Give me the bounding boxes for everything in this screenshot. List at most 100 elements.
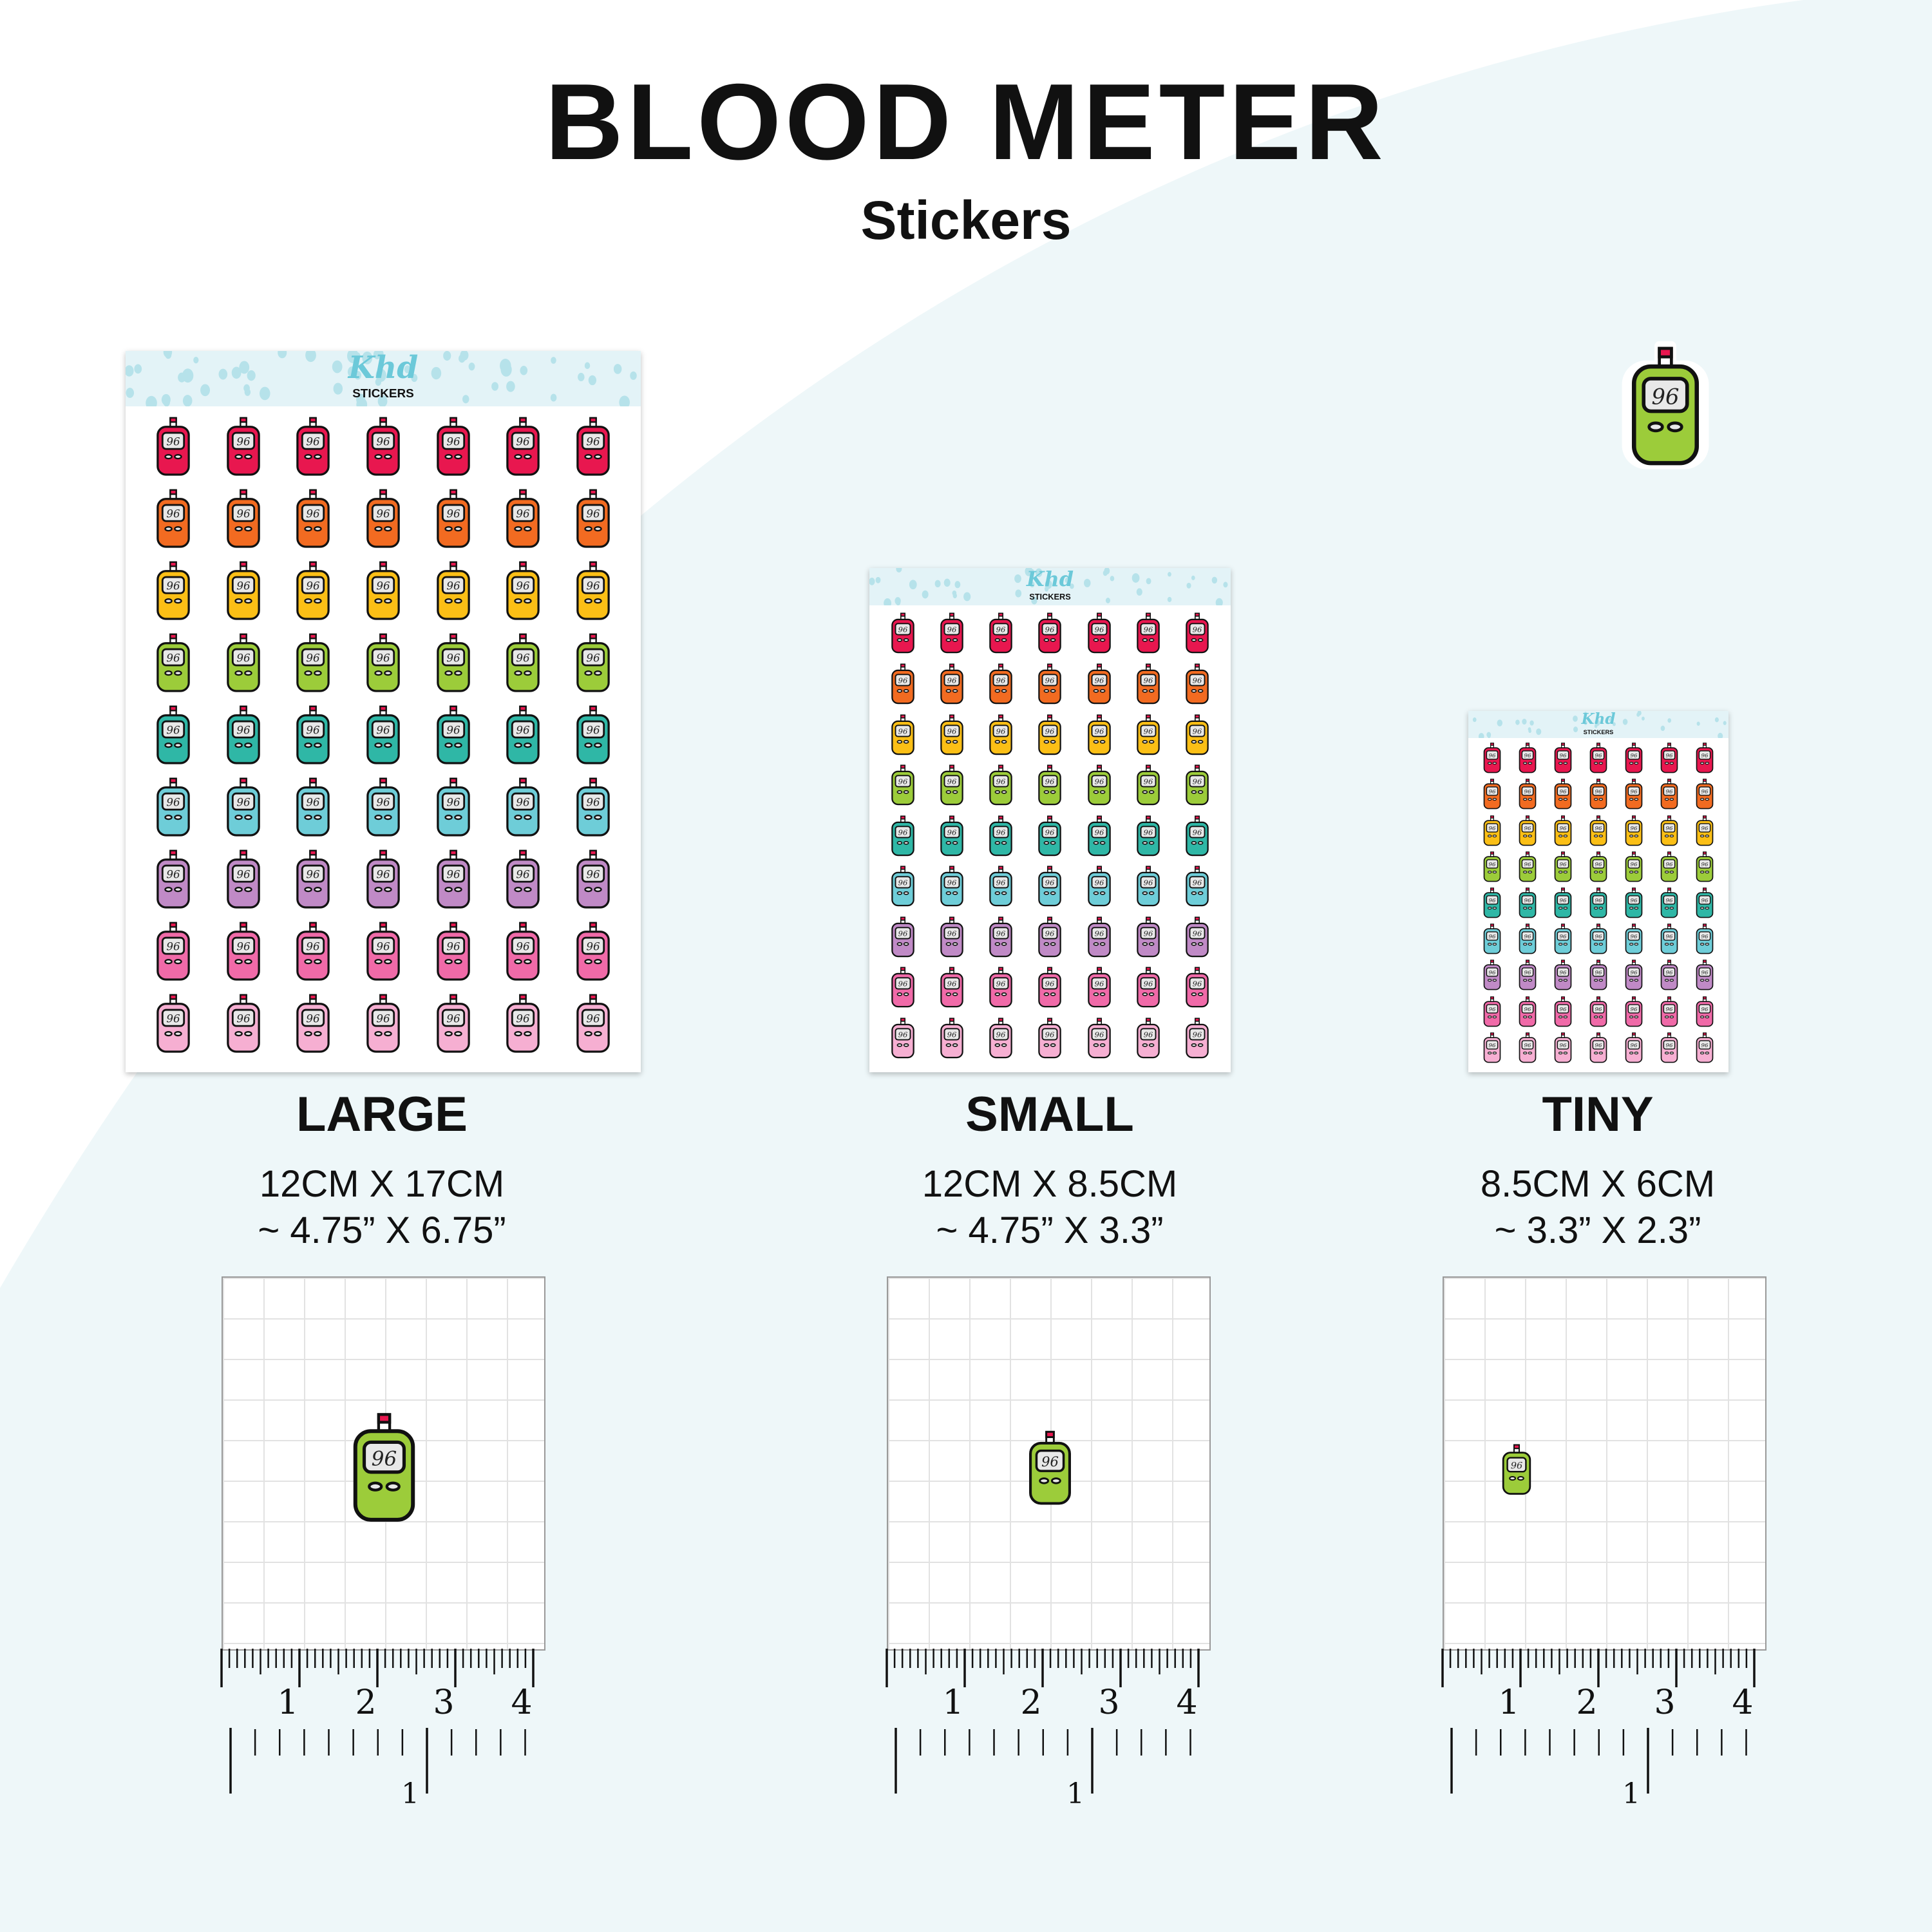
meter-reading: 96 [1560,934,1567,940]
blood-meter-icon: 96 [1038,916,1062,957]
sticker-item: 96 [225,922,262,981]
blood-meter-icon: 96 [1519,996,1537,1027]
sticker-item: 96 [574,417,612,477]
meter-reading: 96 [307,579,321,592]
meter-reading: 96 [516,723,531,736]
blood-meter-icon: 96 [576,489,610,548]
size-metric-tiny: 8.5CM X 6CM [1480,1163,1716,1205]
sticker-item: 96 [294,777,332,837]
ruler-large: 1 2 3 4 1 [220,1649,535,1803]
sticker-item: 96 [1482,779,1502,810]
blood-meter-icon: 96 [989,1018,1013,1058]
meter-reading: 96 [307,940,321,952]
sticker-item: 96 [294,561,332,621]
blood-meter-icon: 96 [1589,887,1607,918]
blood-meter-icon: 96 [366,922,400,981]
inch-label: 1 [1622,1777,1640,1803]
blood-meter-icon: 96 [989,815,1013,856]
sticker-item: 96 [939,663,965,705]
blood-meter-icon: 96 [1137,916,1160,957]
meter-reading: 96 [1524,826,1531,832]
sticker-item: 96 [1624,887,1643,918]
blood-meter-icon: 96 [1137,866,1160,907]
sticker-item: 96 [155,705,192,765]
blood-meter-icon: 96 [296,922,330,981]
sticker-item: 96 [1135,916,1161,958]
meter-reading: 96 [1489,898,1496,904]
blood-meter-icon: 96 [506,994,540,1053]
meter-reading: 96 [1665,753,1672,759]
meter-reading: 96 [307,867,321,880]
blood-meter-icon: 96 [576,561,610,620]
blood-meter-icon: 96 [366,994,400,1053]
blood-meter-icon: 96 [156,994,191,1053]
blood-meter-icon: 96 [296,994,330,1053]
sticker-item: 96 [504,417,542,477]
blood-meter-icon: 96 [296,849,330,909]
meter-reading: 96 [236,867,251,880]
sticker-item: 96 [1086,714,1112,755]
sticker-item: 96 [1037,1018,1063,1059]
meter-reading: 96 [1193,676,1202,685]
blood-meter-icon: 96 [891,967,914,1008]
meter-reading: 96 [586,940,600,952]
blood-meter-icon: 96 [1625,960,1643,990]
scale-grid-large: 96 [222,1276,545,1651]
blood-meter-icon: 96 [1087,1018,1111,1058]
blood-meter-icon: 96 [1554,815,1572,846]
meter-reading: 96 [1630,862,1637,868]
sticker-item: 96 [1037,612,1063,654]
page-title: BLOOD METER [545,61,1387,182]
cm-label: 3 [1098,1683,1119,1722]
meter-reading: 96 [1045,878,1055,887]
meter-reading: 96 [1193,625,1202,634]
blood-meter-icon: 96 [227,994,260,1053]
blood-meter-icon: 96 [227,922,260,981]
meter-reading: 96 [1524,1007,1531,1013]
blood-meter-icon: 96 [1029,1430,1071,1505]
sticker-item: 96 [1695,779,1714,810]
meter-reading: 96 [1524,934,1531,940]
blood-meter-icon: 96 [989,714,1013,755]
blood-meter-icon: 96 [1186,967,1209,1008]
blood-meter-icon: 96 [1625,815,1643,846]
blood-meter-icon: 96 [506,922,540,981]
blood-meter-icon: 96 [227,849,260,909]
sticker-item: 96 [1086,866,1112,907]
blood-meter-icon: 96 [1696,960,1713,990]
meter-reading: 96 [1701,862,1708,868]
sticker-item: 96 [1086,1018,1112,1059]
meter-reading: 96 [1665,970,1672,976]
meter-reading: 96 [1193,726,1202,735]
meter-reading: 96 [236,507,251,520]
blood-meter-icon: 96 [366,489,400,548]
sticker-item: 96 [1589,1032,1608,1063]
sticker-item: 96 [1695,996,1714,1027]
blood-meter-icon: 96 [1696,1032,1713,1063]
meter-reading: 96 [1193,878,1202,887]
blood-meter-icon: 96 [940,916,963,957]
meter-reading: 96 [1560,1043,1567,1049]
blood-meter-icon: 96 [891,815,914,856]
sticker-item: 96 [1695,1032,1714,1063]
meter-reading: 96 [1489,789,1496,795]
sticker-item: 96 [1589,960,1608,990]
blood-meter-icon: 96 [1087,663,1111,705]
sticker-item: 96 [1184,612,1210,654]
cm-label: 1 [277,1683,298,1722]
size-label-tiny: TINY [1542,1087,1654,1142]
sticker-item: 96 [365,994,402,1054]
blood-meter-icon: 96 [366,633,400,692]
sticker-item: 96 [574,633,612,693]
sticker-item: 96 [504,922,542,981]
meter-reading: 96 [898,878,908,887]
blood-meter-icon: 96 [1696,923,1713,954]
sticker-item: 96 [1660,923,1679,954]
blood-meter-icon: 96 [940,663,963,705]
sticker-item: 96 [1518,779,1537,810]
sheet-header-band: Khd STICKERS [126,351,641,406]
blood-meter-icon: 96 [1554,996,1572,1027]
blood-meter-icon: 96 [1137,1018,1160,1058]
blood-meter-icon: 96 [436,849,470,909]
sticker-item: 96 [435,849,472,909]
